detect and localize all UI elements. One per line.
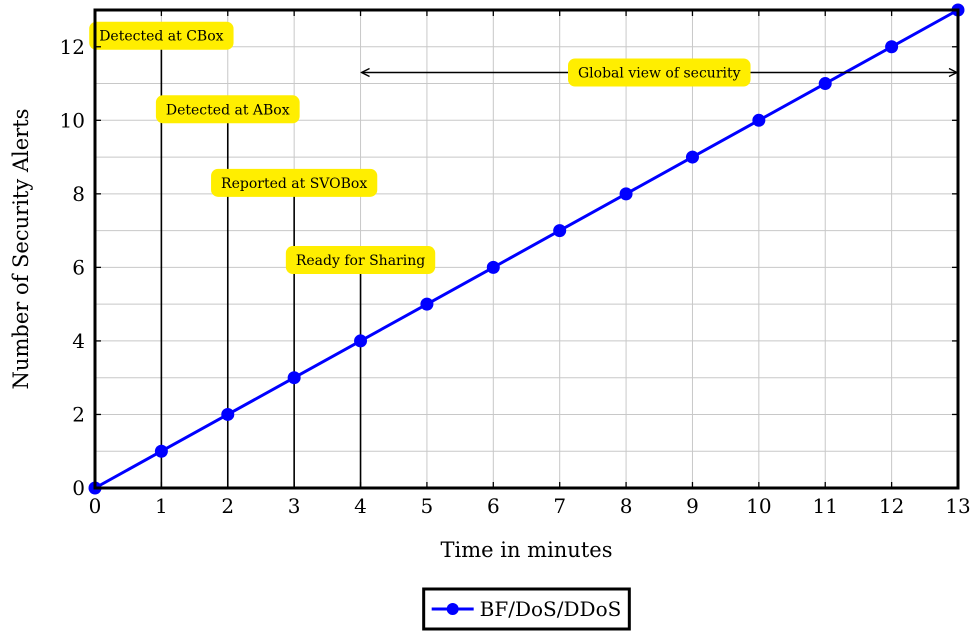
- x-tick-label: 0: [89, 494, 102, 518]
- annotation-label-box: [155, 95, 300, 124]
- data-point: [420, 297, 434, 311]
- legend-box: [422, 587, 631, 631]
- x-tick-label: 9: [686, 494, 699, 518]
- y-tick-label: 0: [72, 476, 85, 500]
- data-point: [486, 260, 500, 274]
- data-point: [354, 334, 368, 348]
- annotation-label: Ready for Sharing: [296, 253, 425, 269]
- annotation-label: Detected at CBox: [99, 29, 223, 45]
- span-annotation-label-group: Global view of security: [568, 58, 751, 87]
- data-point: [685, 150, 699, 164]
- y-axis-title: Number of Security Alerts: [9, 109, 33, 390]
- x-tick-label: 7: [553, 494, 566, 518]
- x-tick-label: 10: [746, 494, 771, 518]
- annotation-label-box: [89, 21, 234, 50]
- annotation-label-box: [211, 168, 378, 197]
- legend-marker: [446, 603, 459, 615]
- x-tick-label: 5: [421, 494, 434, 518]
- data-point: [287, 371, 301, 385]
- annotation-label-group: Ready for Sharing: [285, 246, 436, 275]
- span-annotation-label-box: [568, 58, 751, 87]
- x-axis-title: Time in minutes: [441, 538, 613, 562]
- series-line: [94, 8, 959, 490]
- x-tick-label: 3: [288, 494, 301, 518]
- x-tick-label: 2: [221, 494, 234, 518]
- y-tick-label: 4: [72, 329, 85, 353]
- annotation-label: Reported at SVOBox: [221, 176, 367, 192]
- span-annotation-label: Global view of security: [578, 66, 741, 82]
- annotation-label-group: Detected at CBox: [89, 21, 234, 50]
- annotation-label: Detected at ABox: [166, 102, 290, 118]
- annotation-label-group: Reported at SVOBox: [211, 168, 378, 197]
- plot-frame: [93, 8, 960, 490]
- x-tick-label: 1: [155, 494, 168, 518]
- annotations: Detected at CBox Detected at ABox Reported…: [89, 21, 957, 275]
- y-tick-label: 12: [60, 35, 85, 59]
- annotation-label-group: Detected at ABox: [155, 95, 300, 124]
- legend: BF/DoS/DDoS: [422, 587, 631, 631]
- data-point: [885, 40, 899, 54]
- y-tick-label: 8: [72, 182, 85, 206]
- x-tick-label: 8: [620, 494, 633, 518]
- x-tick-label: 6: [487, 494, 500, 518]
- data-point: [752, 113, 766, 127]
- data-point: [818, 77, 832, 91]
- x-tick-label: 11: [813, 494, 838, 518]
- y-tick-label: 10: [60, 108, 85, 132]
- data-point: [221, 407, 235, 421]
- x-tick-label: 13: [945, 494, 970, 518]
- annotation-label-box: [285, 246, 436, 275]
- data-point: [154, 444, 168, 458]
- series: [88, 3, 965, 495]
- y-tick-label: 6: [72, 255, 85, 279]
- data-point: [619, 187, 633, 201]
- x-tick-label: 12: [879, 494, 904, 518]
- y-tick-label: 2: [72, 402, 85, 426]
- data-point: [553, 224, 567, 238]
- legend-label: BF/DoS/DDoS: [480, 597, 622, 621]
- x-tick-label: 4: [354, 494, 367, 518]
